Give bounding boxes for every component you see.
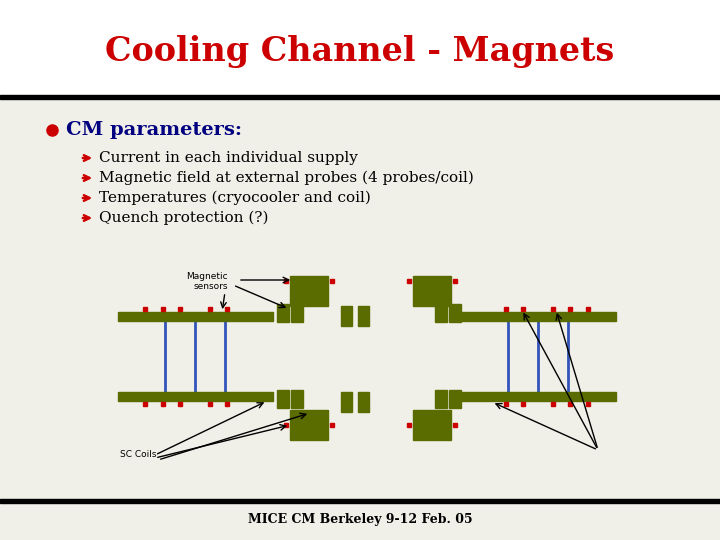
Bar [341, 306, 352, 326]
Text: Temperatures (cryocooler and coil): Temperatures (cryocooler and coil) [99, 191, 371, 205]
Bar [276, 390, 289, 408]
Bar [117, 392, 272, 401]
Bar [413, 410, 451, 440]
Text: Magnetic
sensors: Magnetic sensors [186, 272, 228, 292]
Bar [434, 390, 446, 408]
Bar [290, 304, 302, 322]
Bar [0, 0, 720, 95]
Bar [461, 312, 616, 321]
Bar [413, 276, 451, 306]
Text: MICE CM Berkeley 9-12 Feb. 05: MICE CM Berkeley 9-12 Feb. 05 [248, 514, 472, 526]
Bar [0, 499, 720, 503]
Bar [117, 312, 272, 321]
Text: Cooling Channel - Magnets: Cooling Channel - Magnets [105, 36, 615, 69]
Bar [358, 306, 369, 326]
Bar [290, 410, 328, 440]
Bar [434, 304, 446, 322]
Text: Magnetic field at external probes (4 probes/coil): Magnetic field at external probes (4 pro… [99, 171, 474, 185]
Bar [449, 304, 461, 322]
Bar [341, 392, 352, 412]
Bar [276, 304, 289, 322]
Bar [290, 276, 328, 306]
Text: Current in each individual supply: Current in each individual supply [99, 151, 358, 165]
Bar [461, 392, 616, 401]
Text: SC Coils: SC Coils [120, 450, 156, 459]
Bar [358, 392, 369, 412]
Text: CM parameters:: CM parameters: [66, 121, 242, 139]
Bar [290, 390, 302, 408]
Text: Quench protection (?): Quench protection (?) [99, 211, 269, 225]
Bar [0, 95, 720, 99]
Bar [449, 390, 461, 408]
